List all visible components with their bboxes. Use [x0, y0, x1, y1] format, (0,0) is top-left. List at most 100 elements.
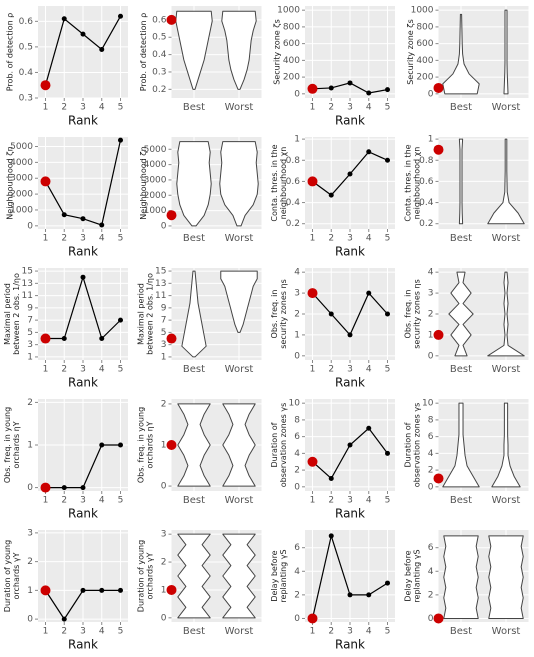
y-axis-label: Duration of [404, 422, 413, 467]
violin [487, 271, 525, 357]
y-axis-label: observation zones γs [413, 403, 422, 488]
violin [222, 533, 256, 619]
y-axis-label: observation zones γs [279, 403, 288, 488]
y-tick-label: 2 [428, 310, 434, 320]
y-tick-label: 0.6 [19, 17, 34, 27]
point [328, 475, 334, 481]
x-tick-label: Best [183, 102, 205, 113]
y-tick-label: 1000 [144, 206, 167, 216]
y-tick-label: 6 [294, 543, 300, 553]
x-tick-label: 3 [80, 103, 86, 113]
y-tick-label: 0.2 [286, 219, 300, 229]
point [328, 533, 334, 539]
point [40, 176, 51, 187]
point [347, 80, 353, 86]
point [80, 31, 86, 37]
point [366, 592, 372, 598]
x-tick-label: 1 [310, 627, 316, 637]
violin [220, 270, 258, 333]
point [99, 442, 105, 448]
y-tick-label: 6 [294, 432, 300, 442]
y-tick-label: 0.4 [286, 198, 301, 208]
violin [503, 9, 509, 95]
point [166, 333, 177, 344]
y-axis-label: Obs. freq. in young [137, 407, 146, 483]
x-tick-label: Worst [492, 626, 521, 637]
y-axis-label: orchards γY [12, 552, 21, 599]
x-tick-label: 1 [43, 103, 49, 113]
point [80, 216, 86, 222]
x-tick-label: 2 [61, 103, 67, 113]
y-axis-label: Obs. freq. in [404, 290, 413, 339]
y-axis-label: security zones ηs [279, 279, 288, 349]
point [385, 580, 390, 586]
y-tick-label: 13 [22, 279, 33, 289]
x-tick-label: 1 [43, 627, 49, 637]
violin [177, 533, 211, 619]
y-tick-label: 0 [27, 221, 33, 231]
y-tick-label: 0.6 [286, 177, 301, 187]
y-tick-label: 4 [428, 268, 434, 278]
y-tick-label: 2000 [144, 191, 167, 201]
y-tick-label: 0 [161, 482, 167, 492]
point [307, 83, 318, 94]
y-tick-label: 0.3 [19, 94, 33, 104]
x-tick-label: Worst [225, 626, 254, 637]
y-axis-label: Maximal period [3, 283, 12, 345]
violin [458, 138, 464, 225]
y-tick-label: 0.2 [152, 85, 166, 95]
y-tick-label: 6 [428, 543, 434, 553]
x-tick-label: 5 [385, 103, 391, 113]
y-tick-label: 4 [294, 567, 300, 577]
y-tick-label: 3 [428, 289, 434, 299]
x-tick-label: 5 [118, 103, 124, 113]
y-tick-label: 1 [294, 135, 300, 145]
x-tick-label: 1 [43, 365, 49, 375]
x-tick-label: 3 [80, 496, 86, 506]
y-tick-label: 0.2 [419, 219, 433, 229]
y-tick-label: 9 [161, 303, 167, 313]
point [385, 450, 390, 456]
point [80, 587, 86, 593]
y-tick-label: 11 [22, 291, 33, 301]
x-tick-label: Worst [225, 364, 254, 375]
point [307, 456, 318, 467]
x-axis-label: Rank [68, 114, 98, 128]
x-tick-label: 5 [385, 627, 391, 637]
x-tick-label: 2 [61, 627, 67, 637]
x-tick-label: Best [450, 364, 472, 375]
y-tick-label: 9 [27, 303, 33, 313]
y-axis-label: between 2 obs. 1/ηo [12, 273, 21, 355]
violin [442, 402, 480, 488]
y-axis-label: Obs. freq. in [270, 290, 279, 339]
point [347, 442, 353, 448]
x-tick-label: 3 [347, 496, 353, 506]
y-tick-label: 3000 [10, 174, 33, 184]
x-tick-label: 4 [99, 234, 105, 244]
point [80, 485, 86, 491]
violin [176, 141, 212, 227]
y-tick-label: 2 [428, 466, 434, 476]
x-tick-label: 1 [310, 234, 316, 244]
y-tick-label: 1 [27, 352, 33, 362]
y-tick-label: 1 [161, 352, 167, 362]
y-axis-label: Prob. of detection ρ [139, 13, 148, 92]
x-tick-label: Worst [492, 233, 521, 244]
x-tick-label: 1 [310, 365, 316, 375]
y-axis-label: Conta. thres. in the [404, 144, 413, 221]
y-tick-label: 1000 [277, 6, 300, 16]
point [307, 176, 318, 187]
y-tick-label: 4000 [144, 160, 167, 170]
y-tick-label: 8 [428, 415, 434, 425]
y-tick-label: 5 [161, 328, 167, 338]
y-tick-label: 10 [289, 399, 301, 409]
y-tick-label: 0.8 [419, 156, 434, 166]
x-tick-label: 3 [80, 234, 86, 244]
y-axis-label: orchards γY [146, 552, 155, 599]
point [328, 85, 334, 91]
x-tick-label: 1 [43, 496, 49, 506]
x-axis-label: Rank [68, 638, 98, 652]
point [166, 14, 177, 25]
y-tick-label: 0 [294, 482, 300, 492]
